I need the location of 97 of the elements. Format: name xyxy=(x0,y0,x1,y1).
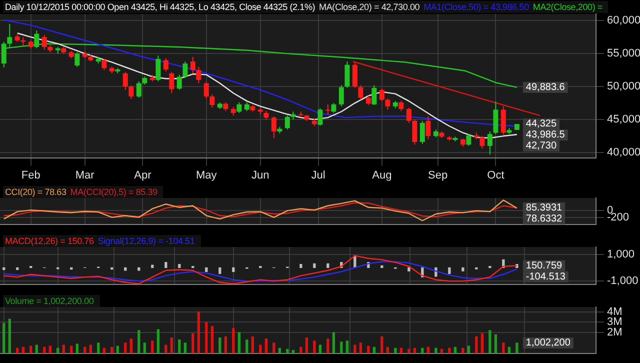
bar xyxy=(232,328,235,354)
bar xyxy=(89,344,92,354)
series-label: Volume = 1,002,200.00 xyxy=(5,296,94,306)
bar xyxy=(300,264,302,268)
y-tick-label: 40,000 xyxy=(607,146,640,159)
bar xyxy=(475,336,478,354)
bar xyxy=(124,342,127,354)
bar xyxy=(170,337,173,354)
bar xyxy=(359,342,362,354)
bar xyxy=(178,340,181,354)
bar xyxy=(462,267,464,272)
bar xyxy=(76,344,78,354)
y-tick-label: 1,000 xyxy=(607,248,635,260)
bar xyxy=(218,337,222,354)
chart-title: Daily 10/12/2015 00:00:00 Open 43425, Hi 44325, Lo 43425, Close 44325 (2.1%) xyxy=(5,2,316,12)
bar xyxy=(205,267,208,272)
annotation: 78.6332 xyxy=(526,214,563,225)
y-tick-label: 45,000 xyxy=(607,114,640,126)
bar xyxy=(151,340,154,354)
bar xyxy=(130,338,132,354)
bar xyxy=(156,329,160,354)
annotation: 43,986.5 xyxy=(526,130,566,141)
y-tick-label: -200 xyxy=(607,211,630,224)
bar xyxy=(326,263,330,268)
bar xyxy=(272,342,276,354)
bar xyxy=(480,333,484,354)
x-tick-label: Oct xyxy=(487,169,504,182)
bar xyxy=(246,340,248,354)
annotation: 150.759 xyxy=(526,260,563,272)
bar xyxy=(8,318,11,354)
x-tick-label: Aug xyxy=(372,169,392,182)
bar xyxy=(340,342,343,354)
bar xyxy=(224,336,227,354)
bar xyxy=(313,263,316,268)
bar xyxy=(151,264,154,268)
annotation: 49,883.6 xyxy=(526,82,566,94)
y-tick-label: -1,000 xyxy=(607,275,638,288)
text: MA1(Close,50) = 43,986.50 xyxy=(424,2,529,12)
bar xyxy=(232,267,235,272)
bar xyxy=(305,337,308,354)
bar xyxy=(197,311,200,354)
bar xyxy=(238,332,240,354)
bar xyxy=(164,262,168,268)
bar xyxy=(332,332,336,354)
bar xyxy=(408,267,410,272)
text: MA2(Close,200) = xyxy=(532,2,602,12)
bar xyxy=(2,322,6,354)
y-tick-label: 3M xyxy=(607,316,622,328)
bar xyxy=(354,344,356,354)
series-label: MA(CCI(20),5) = 85.39 xyxy=(70,187,158,197)
annotation: -104.513 xyxy=(526,271,566,282)
bar xyxy=(259,344,262,354)
bar xyxy=(326,338,330,354)
bar xyxy=(318,344,322,354)
bar xyxy=(494,334,498,354)
bar xyxy=(210,326,214,354)
bar xyxy=(346,340,349,354)
bar xyxy=(502,342,505,354)
x-tick-label: Apr xyxy=(134,169,152,182)
annotation: 1,002,200 xyxy=(526,338,571,349)
annotation: 42,730 xyxy=(526,140,557,152)
y-tick-label: 4M xyxy=(607,306,622,318)
y-tick-label: 50,000 xyxy=(607,80,640,93)
x-tick-label: Jul xyxy=(311,169,326,182)
x-tick-label: Mar xyxy=(75,169,95,182)
y-tick-label: 60,000 xyxy=(607,14,640,27)
bar xyxy=(516,342,518,354)
x-tick-label: Jun xyxy=(252,169,270,182)
bar xyxy=(62,344,65,354)
bar xyxy=(380,336,384,354)
text: Signal(12,26,9) = -104.51 xyxy=(98,236,195,246)
bar xyxy=(218,267,222,274)
bar xyxy=(178,264,181,268)
bar xyxy=(97,342,100,354)
bar xyxy=(205,322,208,354)
x-tick-label: Feb xyxy=(21,169,40,182)
annotation: 85.3931 xyxy=(526,202,563,214)
bar xyxy=(448,267,451,274)
series-label: CCI(20) = 78.63 xyxy=(5,187,66,197)
y-tick-label: 55,000 xyxy=(607,48,640,60)
candlestick xyxy=(325,104,330,114)
bar xyxy=(138,330,140,354)
bar xyxy=(264,338,268,354)
bar xyxy=(192,333,194,354)
annotation: 44,325 xyxy=(526,118,557,130)
bar xyxy=(184,342,186,354)
text: MACD(12,26) = 150.76 xyxy=(5,236,94,246)
x-tick-label: Sep xyxy=(428,169,448,182)
text: MA(Close,20) = 42,730.00 xyxy=(319,2,420,12)
bar xyxy=(251,336,254,354)
bar xyxy=(35,344,38,354)
y-tick-label: 2M xyxy=(607,326,622,339)
bar xyxy=(488,330,492,354)
bar xyxy=(313,340,316,354)
bar xyxy=(164,344,168,354)
x-tick-label: May xyxy=(196,169,218,182)
bar xyxy=(143,342,146,354)
